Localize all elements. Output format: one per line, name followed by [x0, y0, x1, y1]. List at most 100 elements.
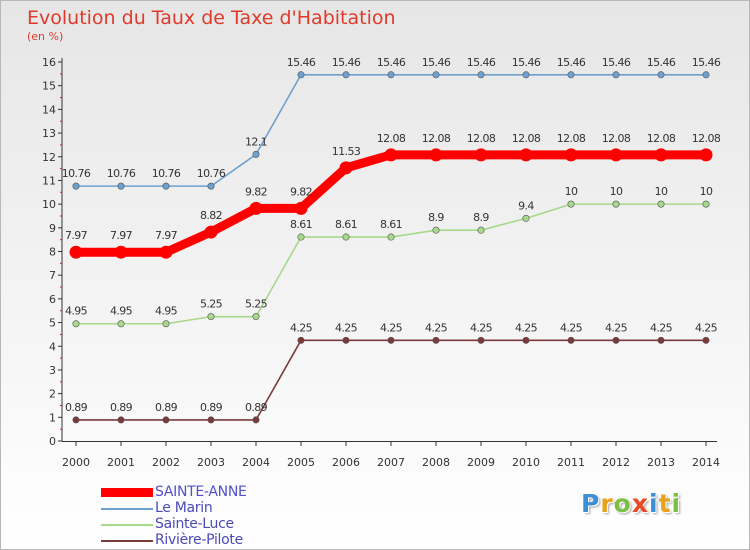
logo-letter: r — [600, 489, 614, 518]
data-label-le-marin: 15.46 — [332, 56, 361, 69]
data-point-sainte-anne — [114, 245, 128, 259]
logo-letter: i — [649, 489, 659, 518]
data-point-sainte-luce — [612, 200, 620, 208]
data-point-sainte-luce — [297, 233, 305, 241]
data-point-sainte-anne — [159, 245, 173, 259]
data-point-sainte-anne — [69, 245, 83, 259]
data-label-le-marin: 12.1 — [245, 135, 267, 148]
data-label-sainte-anne: 12.08 — [557, 132, 586, 145]
data-label-rivi-re-pilote: 4.25 — [290, 321, 313, 334]
data-label-rivi-re-pilote: 4.25 — [335, 321, 358, 334]
data-label-le-marin: 15.46 — [467, 56, 496, 69]
data-point-sainte-luce — [567, 200, 575, 208]
data-label-rivi-re-pilote: 0.89 — [245, 401, 268, 414]
data-label-rivi-re-pilote: 4.25 — [605, 321, 628, 334]
legend-label: SAINTE-ANNE — [155, 484, 247, 500]
data-label-le-marin: 10.76 — [197, 167, 226, 180]
data-point-sainte-luce — [117, 320, 125, 328]
legend-swatch — [101, 508, 153, 510]
y-tick-label: 14 — [42, 103, 56, 116]
data-label-rivi-re-pilote: 4.25 — [560, 321, 583, 334]
data-label-sainte-luce: 8.61 — [290, 218, 312, 231]
data-label-rivi-re-pilote: 0.89 — [110, 401, 133, 414]
data-point-sainte-anne — [519, 148, 533, 162]
data-label-le-marin: 15.46 — [377, 56, 406, 69]
data-point-rivi-re-pilote — [522, 336, 530, 344]
data-point-rivi-re-pilote — [207, 416, 215, 424]
data-label-le-marin: 15.46 — [692, 56, 721, 69]
data-label-le-marin: 10.76 — [152, 167, 181, 180]
data-label-le-marin: 15.46 — [512, 56, 541, 69]
data-point-le-marin — [522, 71, 530, 79]
data-point-sainte-luce — [387, 233, 395, 241]
data-label-sainte-anne: 7.97 — [110, 229, 133, 242]
data-label-sainte-anne: 12.08 — [512, 132, 541, 145]
data-label-sainte-anne: 8.82 — [200, 209, 222, 222]
data-point-rivi-re-pilote — [567, 336, 575, 344]
data-point-sainte-luce — [342, 233, 350, 241]
data-point-sainte-anne — [564, 148, 578, 162]
x-tick-label: 2013 — [647, 456, 675, 469]
data-label-sainte-anne: 7.97 — [155, 229, 178, 242]
data-label-sainte-anne: 12.08 — [377, 132, 406, 145]
data-label-sainte-anne: 12.08 — [422, 132, 451, 145]
chart-title: Evolution du Taux de Taxe d'Habitation — [27, 7, 396, 29]
proxiti-logo: Proxiti — [581, 489, 681, 518]
data-point-le-marin — [162, 182, 170, 190]
data-label-rivi-re-pilote: 4.25 — [425, 321, 448, 334]
data-label-le-marin: 15.46 — [422, 56, 451, 69]
x-tick-label: 2006 — [332, 456, 360, 469]
data-point-sainte-luce — [252, 313, 260, 321]
data-point-le-marin — [612, 71, 620, 79]
data-label-rivi-re-pilote: 4.25 — [515, 321, 538, 334]
x-tick-label: 2009 — [467, 456, 495, 469]
data-label-sainte-luce: 4.95 — [110, 305, 133, 318]
logo-letter: t — [658, 489, 672, 518]
legend-label: Sainte-Luce — [155, 516, 234, 532]
data-point-le-marin — [72, 182, 80, 190]
data-point-le-marin — [387, 71, 395, 79]
data-point-sainte-anne — [384, 148, 398, 162]
data-label-sainte-anne: 12.08 — [692, 132, 721, 145]
data-point-sainte-luce — [432, 226, 440, 234]
data-point-sainte-anne — [429, 148, 443, 162]
data-label-le-marin: 15.46 — [287, 56, 316, 69]
y-tick-label: 8 — [49, 246, 56, 259]
data-point-sainte-anne — [609, 148, 623, 162]
data-point-sainte-luce — [657, 200, 665, 208]
data-label-le-marin: 10.76 — [107, 167, 136, 180]
data-label-rivi-re-pilote: 4.25 — [650, 321, 673, 334]
y-tick-label: 6 — [49, 293, 56, 306]
data-label-le-marin: 15.46 — [602, 56, 631, 69]
data-point-sainte-anne — [204, 225, 218, 239]
y-tick-label: 3 — [49, 364, 56, 377]
data-point-sainte-anne — [294, 201, 308, 215]
data-label-sainte-luce: 4.95 — [65, 305, 88, 318]
data-label-le-marin: 15.46 — [647, 56, 676, 69]
data-point-rivi-re-pilote — [612, 336, 620, 344]
data-label-sainte-anne: 9.82 — [290, 185, 312, 198]
data-label-le-marin: 15.46 — [557, 56, 586, 69]
y-tick-label: 4 — [49, 340, 56, 353]
data-point-rivi-re-pilote — [117, 416, 125, 424]
data-label-rivi-re-pilote: 4.25 — [695, 321, 718, 334]
data-label-le-marin: 10.76 — [62, 167, 91, 180]
data-label-rivi-re-pilote: 0.89 — [200, 401, 223, 414]
x-tick-label: 2004 — [242, 456, 270, 469]
data-point-le-marin — [477, 71, 485, 79]
x-tick-label: 2008 — [422, 456, 450, 469]
data-point-sainte-luce — [162, 320, 170, 328]
logo-letter: o — [613, 489, 632, 518]
data-point-rivi-re-pilote — [342, 336, 350, 344]
data-label-sainte-luce: 8.9 — [473, 211, 489, 224]
data-label-sainte-luce: 8.61 — [335, 218, 357, 231]
data-label-rivi-re-pilote: 0.89 — [65, 401, 88, 414]
legend-label: Rivière-Pilote — [155, 532, 243, 548]
data-point-rivi-re-pilote — [252, 416, 260, 424]
data-label-sainte-luce: 10 — [700, 185, 713, 198]
y-tick-label: 13 — [42, 127, 56, 140]
x-tick-label: 2005 — [287, 456, 315, 469]
data-label-rivi-re-pilote: 4.25 — [380, 321, 403, 334]
